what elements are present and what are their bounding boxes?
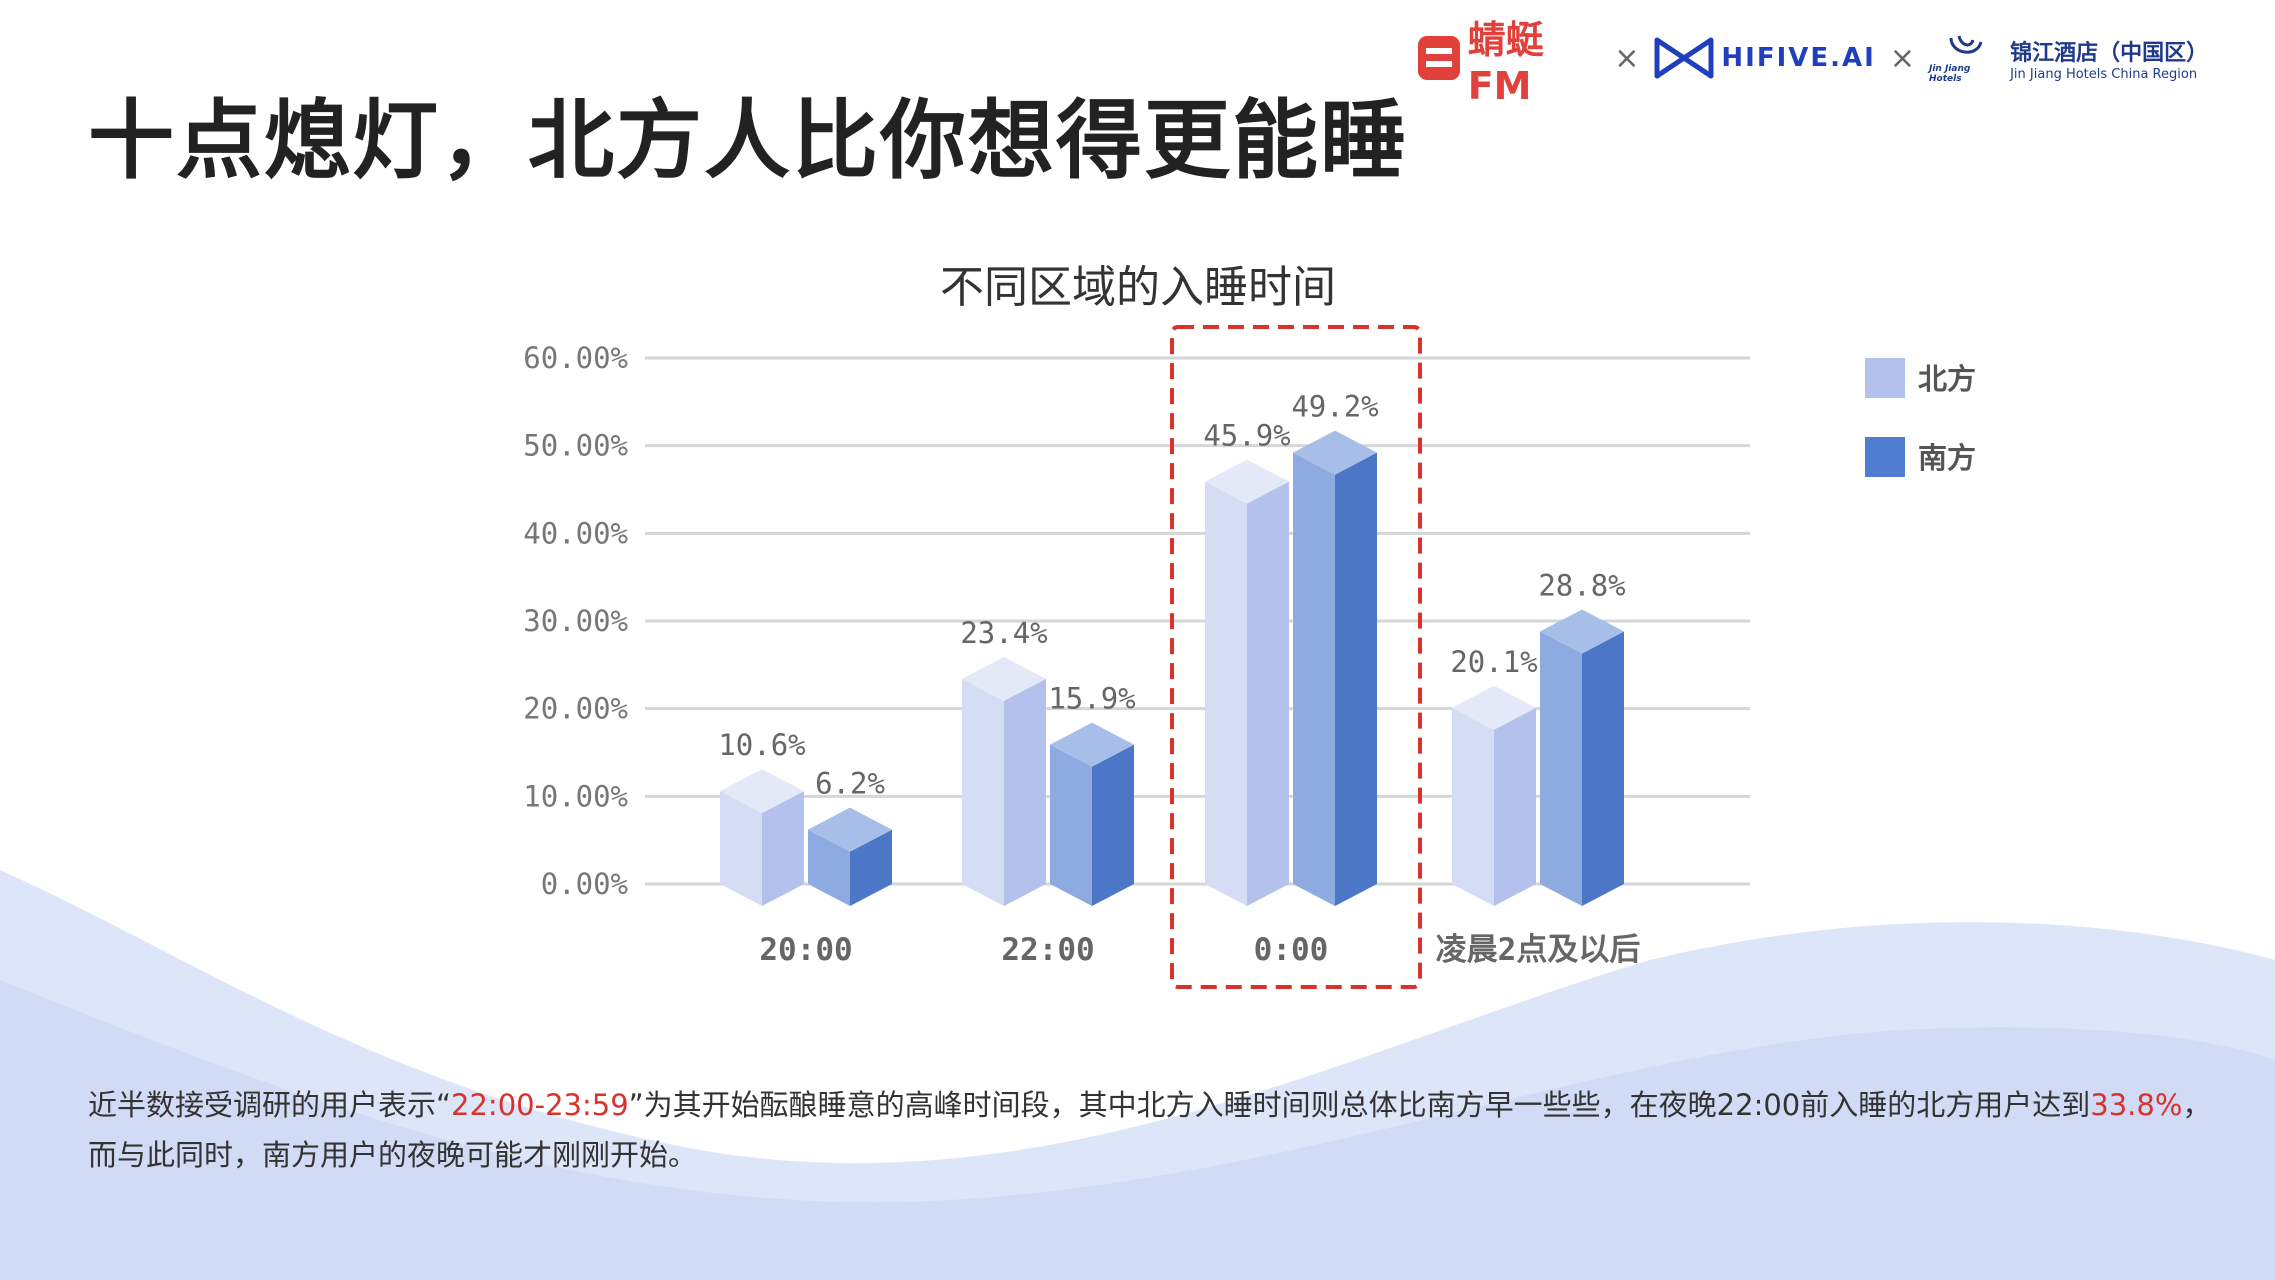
legend-label: 北方 [1918, 362, 1976, 396]
hifive-bowtie-icon [1654, 37, 1714, 79]
bar-top-face [1050, 722, 1134, 767]
bar-front-face [808, 829, 850, 906]
bar [1004, 678, 1046, 906]
bar-front-face [1293, 452, 1335, 906]
bar-top-face [1452, 685, 1536, 730]
data-label: 20.1% [1450, 645, 1537, 679]
legend-swatch [1865, 437, 1905, 477]
qingting-logo-text: 蜻蜓FM [1467, 17, 1544, 108]
description-part-1: 近半数接受调研的用户表示“ [88, 1088, 452, 1122]
jinjiang-name-en: Jin Jiang Hotels China Region [2010, 66, 2198, 82]
y-tick-label: 40.00% [523, 516, 628, 550]
y-tick-label: 60.00% [523, 341, 628, 375]
data-label: 6.2% [815, 767, 885, 801]
bar-top-face [808, 807, 892, 852]
bar [1247, 481, 1289, 906]
chart-title: 不同区域的入睡时间 [940, 262, 1336, 313]
y-tick-label: 20.00% [523, 692, 628, 726]
data-label: 49.2% [1291, 390, 1378, 424]
jinjiang-mark: Jin Jiang Hotels [1929, 32, 2002, 84]
legend-label: 南方 [1918, 441, 1976, 475]
data-label: 45.9% [1203, 419, 1290, 453]
bar-top-face [1205, 459, 1289, 504]
bar [1092, 744, 1134, 906]
legend-swatch [1865, 358, 1905, 398]
bar-front-face [1205, 481, 1247, 906]
bar [762, 791, 804, 906]
y-tick-label: 10.00% [523, 779, 628, 813]
jinjiang-mark-text: Jin Jiang Hotels [1928, 64, 1971, 84]
bar-front-face [720, 791, 762, 906]
x-tick-label: 22:00 [1001, 932, 1094, 968]
bar [1335, 452, 1377, 906]
x-tick-label: 0:00 [1254, 932, 1329, 968]
jinjiang-logo: Jin Jiang Hotels 锦江酒店（中国区） Jin Jiang Hot… [1929, 32, 2209, 84]
times-sign: × [1614, 40, 1640, 76]
jinjiang-name-cn: 锦江酒店（中国区） [2010, 40, 2209, 66]
x-tick-label: 凌晨2点及以后 [1436, 932, 1641, 968]
bar-top-face [1540, 609, 1624, 654]
y-tick-label: 30.00% [523, 604, 628, 638]
bar [850, 829, 892, 906]
bar-front-face [1050, 744, 1092, 906]
data-label: 10.6% [718, 728, 805, 762]
description-part-2: ”为其开始酝酿睡意的高峰时间段，其中北方入睡时间则总体比南方早一些些，在夜晚22… [628, 1088, 2091, 1122]
data-label: 23.4% [960, 616, 1047, 650]
bar-front-face [1540, 631, 1582, 906]
bar-top-face [1293, 430, 1377, 475]
data-label: 28.8% [1538, 569, 1625, 603]
data-label: 15.9% [1048, 682, 1135, 716]
description-highlight-1: 22:00-23:59 [451, 1088, 629, 1122]
bar [1494, 707, 1536, 906]
qingting-fm-logo: 蜻蜓FM [1418, 9, 1600, 108]
hifive-logo: HIFIVE.AI [1653, 36, 1875, 80]
partner-logos: 蜻蜓FM × HIFIVE.AI × Jin Jiang Hotels 锦江酒店… [1418, 18, 2209, 108]
y-tick-label: 50.00% [523, 429, 628, 463]
y-tick-label: 0.00% [541, 867, 628, 901]
page-title: 十点熄灯，北方人比你想得更能睡 [88, 91, 1408, 191]
bar-top-face [962, 656, 1046, 701]
x-tick-label: 20:00 [759, 932, 852, 968]
qingting-radio-icon [1418, 36, 1460, 80]
bar-top-face [720, 769, 804, 814]
bar [1582, 631, 1624, 906]
description-part-3: ，而与此同时，南方用户的夜晚可能才刚刚开始。 [88, 1088, 2212, 1172]
description-highlight-2: 33.8% [2090, 1088, 2183, 1122]
description-text: 近半数接受调研的用户表示“22:00-23:59”为其开始酝酿睡意的高峰时间段，… [88, 1080, 2228, 1180]
bar-front-face [962, 678, 1004, 906]
bar-front-face [1452, 707, 1494, 906]
hifive-logo-text: HIFIVE.AI [1721, 43, 1876, 73]
jinjiang-swirl-icon [1949, 35, 1982, 54]
times-sign-2: × [1889, 40, 1915, 76]
